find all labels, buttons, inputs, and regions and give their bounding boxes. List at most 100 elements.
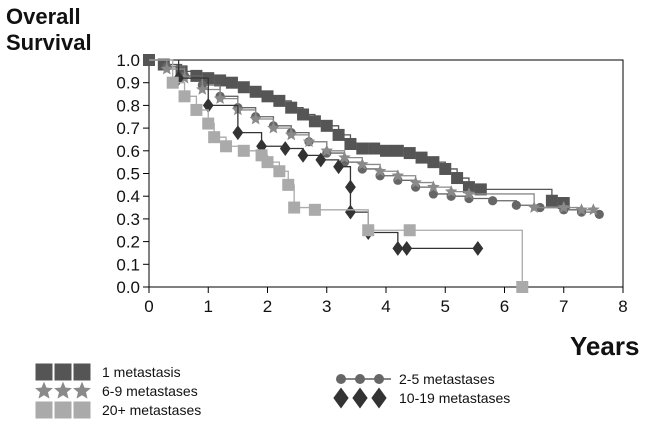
series-4-marker <box>362 224 375 237</box>
legend-marker-0 <box>73 363 91 381</box>
x-tick-label: 5 <box>441 297 450 316</box>
y-tick-label: 1.0 <box>116 51 140 70</box>
y-tick-label: 0.5 <box>116 165 140 184</box>
legend-label-2: 6-9 metastases <box>102 383 198 399</box>
series-4-marker <box>220 140 233 153</box>
legend-label-3: 10-19 metastases <box>399 390 510 406</box>
series-4-marker <box>282 178 295 191</box>
series-0-marker <box>380 144 392 157</box>
legend-label-0: 1 metastasis <box>102 364 181 380</box>
legend-marker-0 <box>54 363 72 381</box>
x-tick-label: 0 <box>144 297 153 316</box>
series-2-marker <box>356 157 369 170</box>
y-tick-label: 0.1 <box>116 255 140 274</box>
x-axis-title: Years <box>570 331 639 361</box>
y-tick-label: 0.8 <box>116 96 140 115</box>
series-0-marker <box>332 128 345 141</box>
y-tick-label: 0.6 <box>116 142 140 161</box>
series-4-marker <box>190 103 203 116</box>
series-0-marker <box>474 183 487 196</box>
series-2-marker <box>427 180 440 193</box>
series-4-marker <box>261 156 274 169</box>
series-0-marker <box>415 151 428 164</box>
legend-marker-0 <box>35 363 53 381</box>
series-1-marker <box>511 200 521 210</box>
legend-label-4: 20+ metastases <box>102 402 201 418</box>
series-2-marker <box>302 135 316 148</box>
series-3-marker <box>392 240 404 256</box>
series-0-marker <box>285 101 298 114</box>
series-3-marker <box>297 147 309 163</box>
legend-marker-3 <box>333 387 349 409</box>
legend-marker-2 <box>35 381 53 399</box>
series-3-marker <box>315 152 327 168</box>
series-0-marker <box>462 181 475 194</box>
legend-marker-4 <box>35 401 53 419</box>
series-2-marker <box>267 121 280 134</box>
series-3-marker <box>345 204 356 220</box>
series-0-marker <box>391 144 404 157</box>
series-1-marker <box>594 209 604 219</box>
series-layer <box>143 54 604 293</box>
x-axis-ticks: 0 1 2 3 4 5 6 7 8 <box>144 287 628 316</box>
x-tick-label: 7 <box>559 297 568 316</box>
series-0-marker <box>344 137 357 150</box>
series-3-marker <box>401 240 413 256</box>
series-1-marker <box>428 189 439 199</box>
legend-marker-4 <box>54 401 72 419</box>
series-0-marker <box>545 194 558 207</box>
series-4-marker <box>166 76 179 89</box>
legend: 1 metastasis 2-5 metastases 6-9 metastases… <box>35 363 510 419</box>
series-0-marker <box>225 76 238 89</box>
y-tick-label: 0.4 <box>116 187 140 206</box>
series-3-marker <box>472 240 484 256</box>
series-4-marker <box>237 144 250 157</box>
series-2-marker <box>444 185 458 197</box>
series-1-marker <box>488 196 498 206</box>
series-4-marker <box>202 117 215 130</box>
series-3-marker <box>333 159 344 175</box>
series-2-marker <box>160 62 174 75</box>
y-tick-label: 0.0 <box>116 278 140 297</box>
series-2-marker <box>557 201 570 213</box>
series-0-marker <box>249 85 262 98</box>
x-tick-label: 4 <box>381 297 390 316</box>
legend-label-1: 2-5 metastases <box>399 371 495 387</box>
legend-marker-2 <box>73 381 91 399</box>
series-0-marker <box>451 172 464 185</box>
series-2-marker <box>527 201 541 213</box>
series-0-marker <box>320 119 333 132</box>
y-axis-title-line2: Survival <box>6 30 92 55</box>
series-2-marker <box>575 203 588 216</box>
series-4-marker <box>208 131 221 144</box>
series-0-marker <box>273 94 286 107</box>
x-tick-label: 2 <box>263 297 272 316</box>
series-0-marker <box>214 74 227 87</box>
y-axis-ticks: 0.0 0.1 0.2 0.3 0.4 0.5 0.6 0.7 0.8 0.9 1.0 <box>116 51 149 297</box>
series-3-marker <box>279 141 291 156</box>
series-0-marker <box>237 81 250 94</box>
series-2-marker <box>391 169 405 182</box>
series-2-marker <box>462 187 476 200</box>
series-0-marker <box>427 156 440 169</box>
series-4-marker <box>516 281 529 293</box>
series-2-marker <box>213 92 227 104</box>
legend-marker-4 <box>73 401 91 419</box>
y-tick-label: 0.2 <box>116 233 140 252</box>
series-2-marker <box>409 176 422 188</box>
y-tick-label: 0.9 <box>116 74 140 93</box>
legend-marker-1 <box>374 374 384 384</box>
series-4-marker <box>288 201 301 214</box>
y-tick-label: 0.7 <box>116 119 140 138</box>
series-3-marker <box>232 125 244 141</box>
series-2-marker <box>249 112 262 125</box>
legend-marker-3 <box>352 387 368 409</box>
legend-marker-2 <box>54 381 72 399</box>
x-tick-label: 8 <box>618 297 627 316</box>
x-tick-label: 1 <box>204 297 213 316</box>
series-4-marker <box>273 165 286 178</box>
series-0-marker <box>297 108 310 121</box>
series-4-marker <box>308 203 321 216</box>
series-0-marker <box>356 142 369 155</box>
